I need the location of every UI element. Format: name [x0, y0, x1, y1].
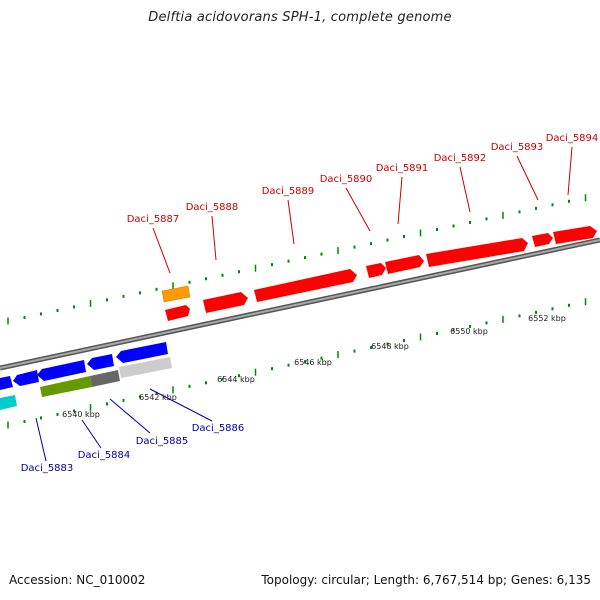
forward-label-leader	[345, 187, 371, 232]
gene-arrow-blue-4[interactable]	[87, 354, 114, 370]
kbp-scale-label: 6546 kbp	[294, 358, 332, 367]
reverse-gene-label[interactable]: Daci_5883	[21, 463, 74, 474]
accession-text: Accession: NC_010002	[9, 573, 146, 587]
reverse-label-leader	[109, 398, 151, 434]
lower-tick-track	[7, 298, 587, 429]
gene-arrow-daci-5887[interactable]	[165, 305, 190, 321]
gene-arrow-daci-5890[interactable]	[366, 263, 386, 278]
genome-summary-text: Topology: circular; Length: 6,767,514 bp…	[261, 573, 591, 587]
forward-gene-label[interactable]: Daci_5888	[186, 202, 239, 213]
gene-arrow-blue-5[interactable]	[116, 342, 168, 363]
reverse-gene-label[interactable]: Daci_5885	[136, 436, 189, 447]
reverse-gene-label[interactable]: Daci_5884	[78, 450, 131, 461]
forward-gene-label[interactable]: Daci_5892	[434, 153, 487, 164]
forward-gene-label[interactable]: Daci_5893	[491, 142, 544, 153]
gene-arrow-cyan[interactable]	[0, 395, 17, 410]
reverse-gene-label[interactable]: Daci_5886	[192, 423, 245, 434]
genome-backbone	[0, 237, 600, 371]
reverse-label-leader	[81, 419, 102, 449]
gene-arrow-blue-3[interactable]	[37, 360, 86, 381]
forward-label-leader	[152, 227, 171, 274]
forward-gene-label[interactable]: Daci_5889	[262, 186, 315, 197]
kbp-scale-label: 6542 kbp	[139, 393, 177, 402]
reverse-label-leader	[149, 388, 213, 422]
gene-arrow-blue-2[interactable]	[13, 370, 39, 386]
reverse-genes	[0, 342, 172, 410]
kbp-scale-label: 6552 kbp	[528, 314, 566, 323]
forward-label-leader	[567, 146, 573, 196]
gene-arrow-blue-1[interactable]	[0, 376, 13, 390]
gene-arrow-light-gray[interactable]	[119, 357, 172, 378]
gene-arrow-daci-5892[interactable]	[426, 238, 528, 267]
forward-gene-label[interactable]: Daci_5891	[376, 163, 429, 174]
kbp-scale-label: 6540 kbp	[62, 410, 100, 419]
kbp-scale-label: 6548 kbp	[371, 342, 409, 351]
kbp-scale-label: 6544 kbp	[217, 375, 255, 384]
forward-label-leader	[211, 215, 217, 261]
gene-arrow-gray[interactable]	[90, 370, 120, 387]
forward-gene-label[interactable]: Daci_5890	[320, 174, 373, 185]
forward-gene-label[interactable]: Daci_5887	[127, 214, 180, 225]
gene-arrow-daci-5891[interactable]	[385, 255, 424, 274]
forward-label-leader	[397, 176, 403, 225]
gene-arrow-olive[interactable]	[40, 376, 92, 397]
forward-gene-label[interactable]: Daci_5894	[546, 133, 599, 144]
gene-arrow-orange[interactable]	[161, 285, 191, 303]
kbp-scale-layer: 6540 kbp 6542 kbp 6544 kbp 6546 kbp 6548 kbp…	[62, 314, 566, 419]
forward-genes	[161, 226, 597, 321]
upper-tick-track	[7, 194, 587, 325]
forward-label-leader	[287, 199, 295, 245]
gene-arrow-daci-5889[interactable]	[254, 269, 357, 302]
gene-arrow-daci-5888[interactable]	[203, 292, 248, 313]
forward-label-layer: Daci_5887Daci_5888Daci_5889Daci_5890Daci…	[127, 133, 599, 274]
map-title: Delftia acidovorans SPH-1, complete geno…	[148, 10, 452, 25]
forward-label-leader	[516, 155, 539, 201]
reverse-label-leader	[35, 417, 47, 462]
gene-arrow-daci-5894[interactable]	[553, 226, 597, 244]
forward-label-leader	[459, 166, 471, 213]
gene-arrow-daci-5893[interactable]	[532, 233, 553, 247]
kbp-scale-label: 6550 kbp	[450, 327, 488, 336]
